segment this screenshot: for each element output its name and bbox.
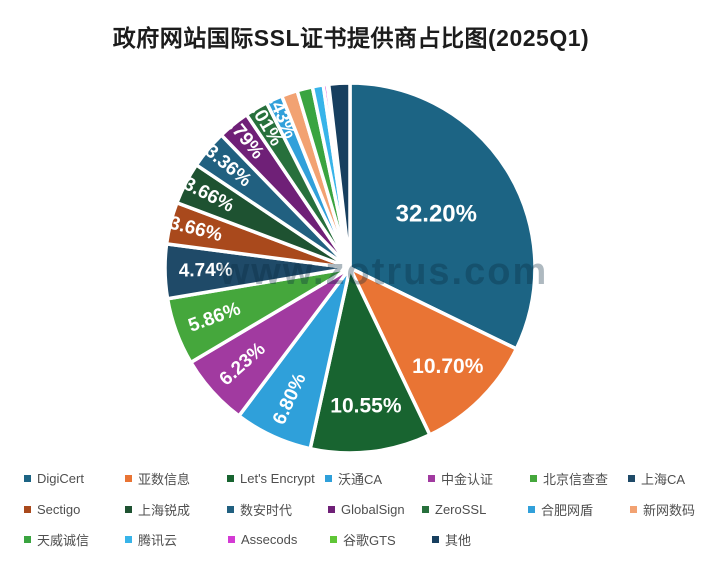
legend-label: 新网数码 [643,502,696,518]
legend-label: DigiCert [37,470,84,486]
legend-item-11[interactable]: ZeroSSL [422,501,486,517]
legend-marker-icon [125,535,132,543]
chart-title: 政府网站国际SSL证书提供商占比图(2025Q1) [112,25,590,51]
legend-marker-icon [24,535,31,543]
legend-label: 亚数信息 [138,471,191,487]
legend-item-13[interactable]: 新网数码 [630,501,696,518]
legend-item-16[interactable]: Assecods [228,531,297,547]
legend-marker-icon [24,474,31,482]
legend-marker-icon [328,505,335,513]
legend-label: ZeroSSL [435,501,487,517]
legend-label: 沃通CA [338,471,383,487]
legend-item-1[interactable]: 亚数信息 [125,470,191,487]
legend-item-4[interactable]: 中金认证 [428,470,494,487]
legend-item-2[interactable]: Let's Encrypt [227,470,315,486]
legend-item-8[interactable]: 上海锐成 [125,501,191,518]
legend-marker-icon [432,535,439,543]
legend-label: 天威诚信 [37,532,90,548]
legend-item-10[interactable]: GlobalSign [328,501,405,517]
pie-slice-label-2: 10.55% [330,394,402,417]
legend-label: 其他 [445,532,472,548]
pie-slice-label-1: 10.70% [412,355,484,378]
legend-marker-icon [422,505,429,513]
legend-marker-icon [227,505,234,513]
legend-label: 北京信查查 [543,471,609,487]
legend-label: 谷歌GTS [343,532,396,548]
legend-label: Let's Encrypt [240,470,315,486]
legend-marker-icon [330,535,337,543]
legend-marker-icon [227,474,234,482]
legend-item-14[interactable]: 天威诚信 [24,531,90,548]
legend-item-9[interactable]: 数安时代 [227,501,293,518]
legend-marker-icon [630,505,637,513]
watermark: www.zotrus.com [219,251,549,293]
legend-marker-icon [530,474,537,482]
legend-item-17[interactable]: 谷歌GTS [330,531,396,548]
legend-item-6[interactable]: 上海CA [628,470,686,487]
legend-item-12[interactable]: 合肥网盾 [528,501,594,518]
legend-marker-icon [528,505,535,513]
legend-label: 腾讯云 [138,532,178,548]
legend-label: 数安时代 [240,502,293,518]
legend-item-7[interactable]: Sectigo [24,501,80,517]
pie-slice-label-0: 32.20% [396,201,477,228]
legend-label: 合肥网盾 [541,502,594,518]
legend-item-3[interactable]: 沃通CA [325,470,383,487]
legend-label: GlobalSign [341,501,405,517]
legend-marker-icon [24,505,31,513]
legend-marker-icon [228,535,235,543]
legend-marker-icon [325,474,332,482]
legend-label: 上海CA [641,471,686,487]
pie-slice-1[interactable] [348,266,519,437]
legend-item-5[interactable]: 北京信查查 [530,470,609,487]
legend-label: 上海锐成 [138,502,191,518]
legend-label: Sectigo [37,501,81,517]
legend-marker-icon [628,474,635,482]
legend-item-15[interactable]: 腾讯云 [125,531,178,548]
legend-item-0[interactable]: DigiCert [24,470,84,486]
pie-slice-0[interactable] [348,81,537,351]
legend-marker-icon [125,474,132,482]
legend-marker-icon [125,505,132,513]
legend-marker-icon [428,474,435,482]
legend-label: 中金认证 [441,471,494,487]
pie-slice-18[interactable] [326,81,352,270]
pie-slice-label-6: 4.74% [179,260,233,282]
legend-item-18[interactable]: 其他 [432,531,472,548]
legend-label: Assecods [241,531,298,547]
